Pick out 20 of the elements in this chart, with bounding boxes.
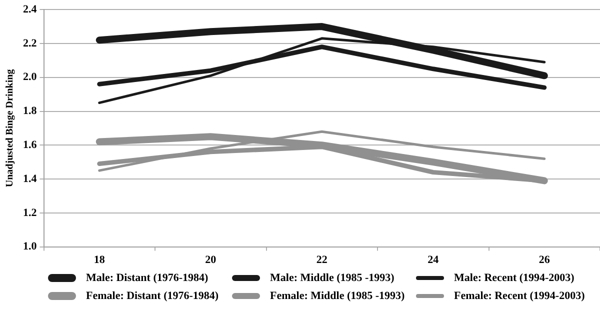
y-tick-label: 2.4 [23,3,38,16]
y-tick-label: 2.0 [23,71,38,84]
y-tick-label: 1.0 [23,240,38,253]
y-axis-title: Unadjusted Binge Drinking [4,69,16,188]
legend-label: Male: Distant (1976-1984) [86,272,208,284]
x-tick-label: 20 [205,254,217,266]
y-tick-label: 1.2 [23,206,38,219]
x-tick-label: 26 [538,254,550,266]
y-tick-label: 1.4 [23,172,38,185]
legend-label: Female: Distant (1976-1984) [86,290,219,302]
x-tick-label: 24 [428,254,440,266]
y-tick-label: 2.2 [23,37,38,50]
legend-label: Male: Middle (1985 -1993) [270,272,394,284]
legend-label: Male: Recent (1994-2003) [454,272,574,284]
y-tick-label: 1.8 [23,105,38,118]
x-tick-label: 18 [94,254,106,266]
x-tick-label: 22 [316,254,328,266]
legend-label: Female: Middle (1985 -1993) [270,290,405,302]
legend-label: Female: Recent (1994-2003) [454,290,585,302]
y-tick-label: 1.6 [23,138,38,151]
